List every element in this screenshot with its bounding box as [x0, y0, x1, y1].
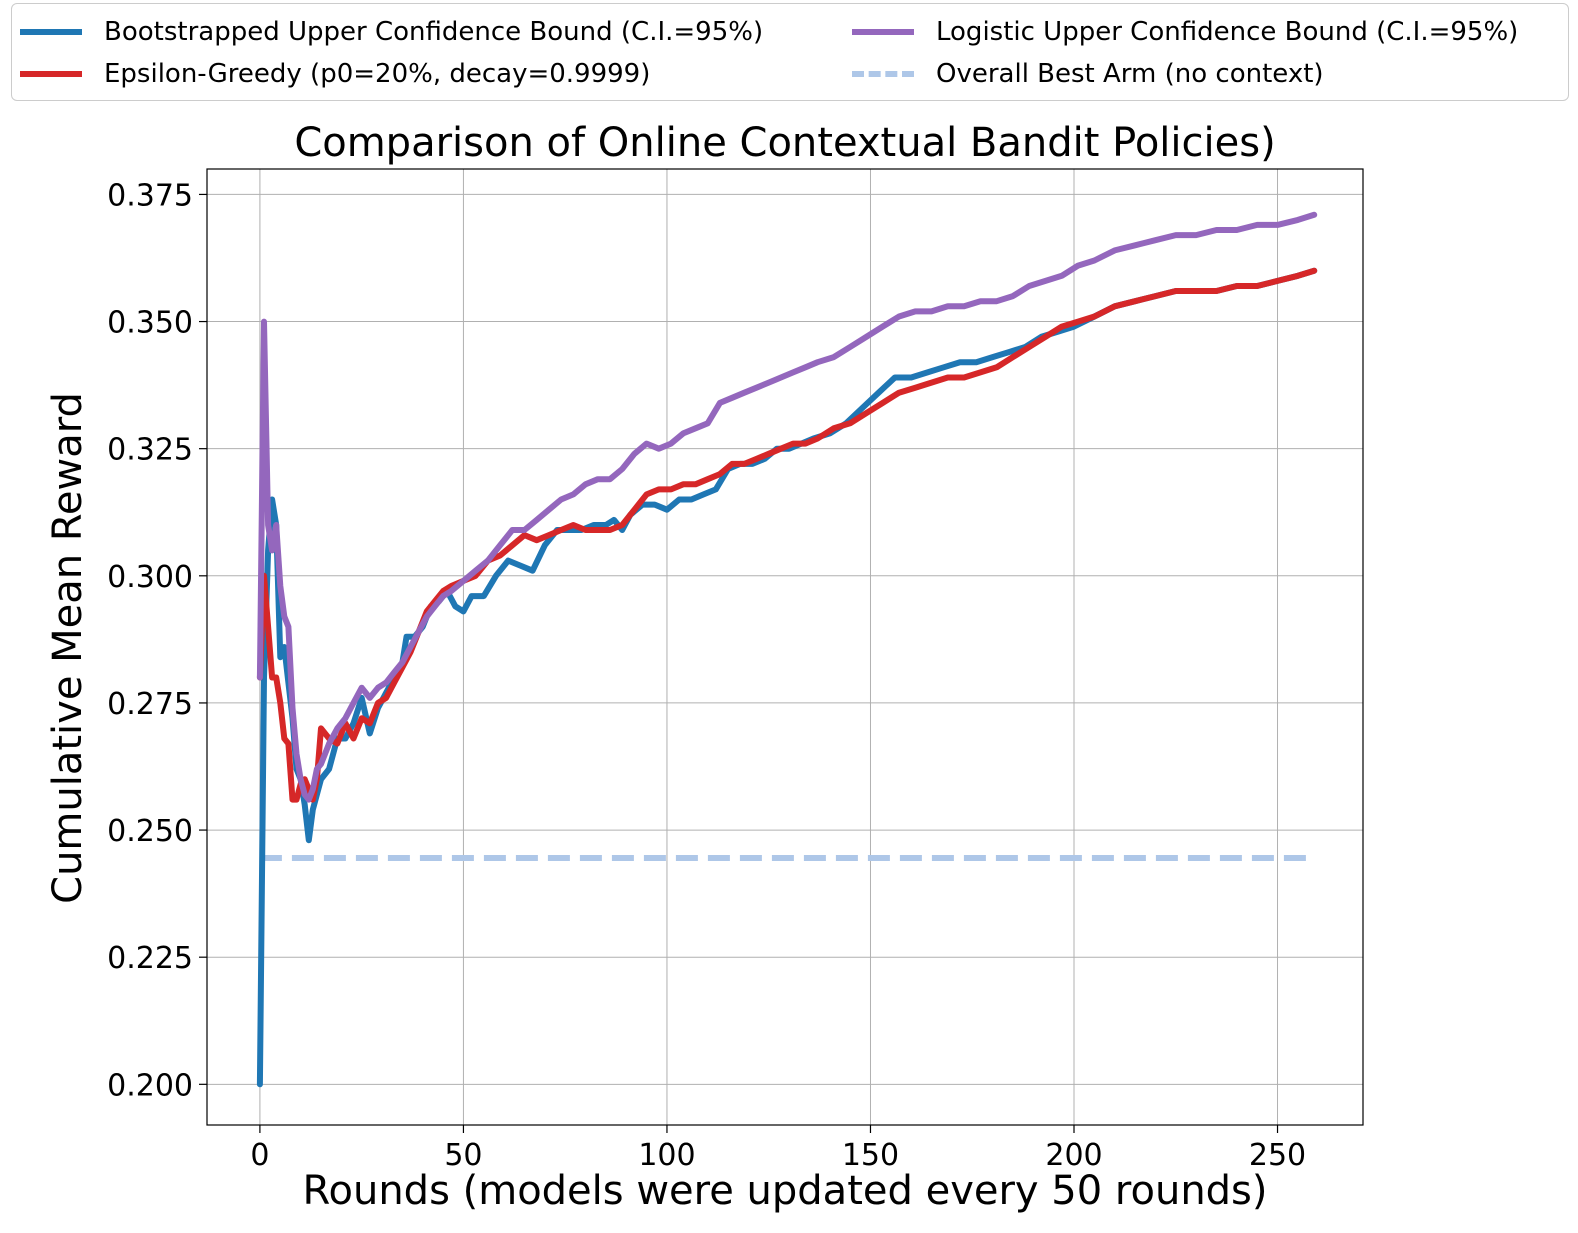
legend-entry-logistic-ucb: Logistic Upper Confidence Bound (C.I.=95…	[852, 14, 1518, 50]
y-tick-label: 0.300	[107, 560, 193, 595]
legend-label: Epsilon-Greedy (p0=20%, decay=0.9999)	[104, 59, 651, 89]
grid	[207, 169, 1363, 1125]
legend-label: Overall Best Arm (no context)	[936, 59, 1324, 89]
y-axis-label: Cumulative Mean Reward	[45, 392, 91, 904]
legend-entry-bootstrapped-ucb: Bootstrapped Upper Confidence Bound (C.I…	[20, 14, 763, 50]
axis-ticks: 0 50 100 150 200 250 0.200 0.225 0.250 0.275 0.300…	[107, 178, 1306, 1173]
chart-title: Comparison of Online Contextual Bandit P…	[294, 120, 1276, 166]
legend-swatch	[852, 71, 914, 77]
y-tick-label: 0.225	[107, 941, 193, 976]
epsilon-greedy-line	[256, 267, 1318, 803]
y-tick-label: 0.250	[107, 814, 193, 849]
x-axis-label: Rounds (models were updated every 50 rou…	[302, 1168, 1268, 1214]
series-lines	[256, 211, 1318, 1088]
legend: Bootstrapped Upper Confidence Bound (C.I…	[11, 3, 1569, 101]
y-tick-label: 0.275	[107, 687, 193, 722]
legend-label: Bootstrapped Upper Confidence Bound (C.I…	[104, 17, 764, 47]
plot-frame	[206, 168, 1364, 1126]
x-tick-label: 200	[1045, 1138, 1102, 1173]
legend-label: Logistic Upper Confidence Bound (C.I.=95…	[936, 17, 1519, 47]
legend-entry-best-arm: Overall Best Arm (no context)	[852, 56, 1324, 92]
y-tick-label: 0.325	[107, 433, 193, 468]
x-tick-label: 250	[1249, 1138, 1306, 1173]
legend-swatch	[20, 71, 82, 77]
y-tick-label: 0.350	[107, 306, 193, 341]
y-tick-label: 0.375	[107, 178, 193, 213]
bootstrapped-ucb-line	[256, 267, 1318, 1088]
x-tick-label: 0	[250, 1138, 269, 1173]
x-tick-label: 100	[638, 1138, 695, 1173]
legend-entry-epsilon-greedy: Epsilon-Greedy (p0=20%, decay=0.9999)	[20, 56, 650, 92]
y-tick-label: 0.200	[107, 1068, 193, 1103]
x-tick-label: 150	[842, 1138, 899, 1173]
legend-swatch	[20, 29, 82, 35]
logistic-ucb-line	[256, 211, 1318, 803]
x-tick-label: 50	[444, 1138, 482, 1173]
legend-swatch	[852, 29, 914, 35]
